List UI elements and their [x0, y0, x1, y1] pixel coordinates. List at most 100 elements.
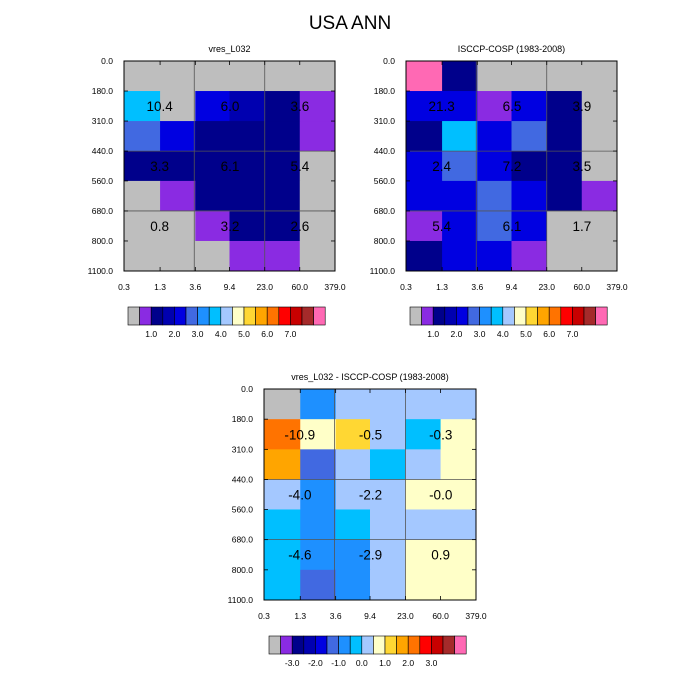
colorbar-swatch — [454, 635, 467, 655]
heatmap-cell — [406, 91, 443, 122]
heatmap-cell — [442, 180, 478, 212]
y-tick-label: 1100.0 — [370, 266, 396, 276]
colorbar-swatch — [373, 635, 386, 655]
colorbar-swatch — [502, 306, 515, 326]
heatmap-cell — [229, 121, 266, 152]
cell-annotation: -2.2 — [359, 488, 382, 503]
colorbar-swatch — [444, 306, 457, 326]
colorbar-label: 4.0 — [215, 329, 227, 339]
heatmap-cell — [405, 479, 442, 510]
heatmap-cell — [511, 210, 548, 242]
heatmap-cell — [335, 509, 371, 541]
heatmap-cell — [511, 91, 548, 122]
y-tick-label: 680.0 — [374, 206, 396, 216]
y-tick-label: 680.0 — [92, 206, 114, 216]
colorbar-swatch — [185, 306, 198, 326]
heatmap-cell — [124, 151, 161, 182]
panel-title: ISCCP-COSP (1983-2008) — [458, 44, 565, 54]
colorbar-swatch — [548, 306, 562, 326]
x-tick-label: 9.4 — [224, 282, 236, 292]
heatmap-cell — [405, 509, 442, 541]
y-tick-label: 560.0 — [232, 504, 254, 514]
heatmap-cell — [160, 210, 196, 242]
colorbar-swatch — [479, 306, 492, 326]
heatmap-cell — [546, 180, 583, 212]
cell-annotation: -0.3 — [429, 427, 452, 442]
colorbar-label: 2.0 — [402, 658, 414, 668]
heatmap-cell — [264, 539, 301, 571]
colorbar-label: 3.0 — [192, 329, 204, 339]
heatmap-cell — [405, 389, 442, 420]
colorbar-label: 1.0 — [145, 329, 157, 339]
heatmap-cell — [477, 240, 512, 272]
colorbar-swatch — [432, 306, 446, 326]
x-tick-label: 60.0 — [291, 282, 308, 292]
panel-diff: vres_L032 - ISCCP-COSP (1983-2008) 0.3 1.3… — [228, 372, 487, 668]
colorbar-swatch — [419, 635, 432, 655]
y-tick-label: 0.0 — [241, 384, 253, 394]
y-tick-label: 680.0 — [232, 535, 254, 545]
colorbar-label: 3.0 — [425, 658, 437, 668]
heatmap-cell — [511, 121, 548, 152]
heatmap-cell — [335, 479, 371, 510]
colorbar-swatch — [349, 635, 363, 655]
heatmap-cell — [124, 210, 161, 242]
y-tick-label: 310.0 — [92, 116, 114, 126]
heatmap-cell — [370, 479, 406, 510]
heatmap-cell — [124, 61, 161, 92]
x-tick-label: 23.0 — [538, 282, 555, 292]
heatmap-cell — [264, 61, 301, 92]
heatmap-cell — [406, 151, 443, 182]
heatmap-cell — [299, 210, 336, 242]
heatmap-cell — [581, 121, 618, 152]
heatmap-cell — [406, 61, 443, 92]
colorbar-label: 0.0 — [356, 658, 368, 668]
heatmap-cell — [160, 61, 196, 92]
heatmap-cell — [546, 151, 583, 182]
cell-annotation: 3.2 — [221, 219, 240, 234]
heatmap-cell — [264, 151, 301, 182]
heatmap-cell — [440, 569, 477, 601]
heatmap-cell — [442, 210, 478, 242]
y-tick-label: 310.0 — [374, 116, 396, 126]
y-tick-label: 440.0 — [374, 146, 396, 156]
heatmap-cell — [581, 91, 618, 122]
heatmap-cell — [442, 61, 478, 92]
panel-title: vres_L032 — [208, 44, 250, 54]
heatmap-cell — [370, 419, 406, 450]
colorbar-swatch — [384, 635, 397, 655]
heatmap-cell — [335, 449, 371, 481]
heatmap-cell — [546, 121, 583, 152]
y-tick-label: 560.0 — [92, 176, 114, 186]
heatmap-cell — [299, 240, 336, 272]
cell-annotation: 6.1 — [503, 219, 522, 234]
y-tick-label: 560.0 — [374, 176, 396, 186]
heatmap-cell — [405, 569, 442, 601]
cell-annotation: -10.9 — [284, 427, 315, 442]
colorbar-label: -1.0 — [331, 658, 346, 668]
heatmap-cell — [264, 479, 301, 510]
heatmap-cell — [264, 569, 301, 601]
heatmap-cell — [300, 509, 337, 541]
heatmap-cell — [511, 61, 548, 92]
heatmap-cell — [229, 240, 266, 272]
colorbar-swatch — [291, 635, 305, 655]
colorbar-label: 6.0 — [261, 329, 273, 339]
colorbar-swatch — [595, 306, 608, 326]
heatmap-cell — [300, 569, 337, 601]
cell-annotation: -4.0 — [288, 488, 311, 503]
heatmap-cell — [299, 151, 336, 182]
colorbar-swatch — [396, 635, 409, 655]
colorbar-swatch — [268, 635, 281, 655]
heatmap-cell — [229, 61, 266, 92]
heatmap-cell — [195, 210, 230, 242]
heatmap-cell — [264, 210, 301, 242]
heatmap-cell — [335, 539, 371, 571]
cell-annotation: 7.2 — [503, 159, 522, 174]
heatmap-cell — [335, 389, 371, 420]
colorbar-label: 7.0 — [284, 329, 296, 339]
x-tick-label: 1.3 — [294, 611, 306, 621]
colorbar-swatch — [139, 306, 152, 326]
page-title: USA ANN — [309, 13, 391, 34]
colorbar-swatch — [525, 306, 538, 326]
